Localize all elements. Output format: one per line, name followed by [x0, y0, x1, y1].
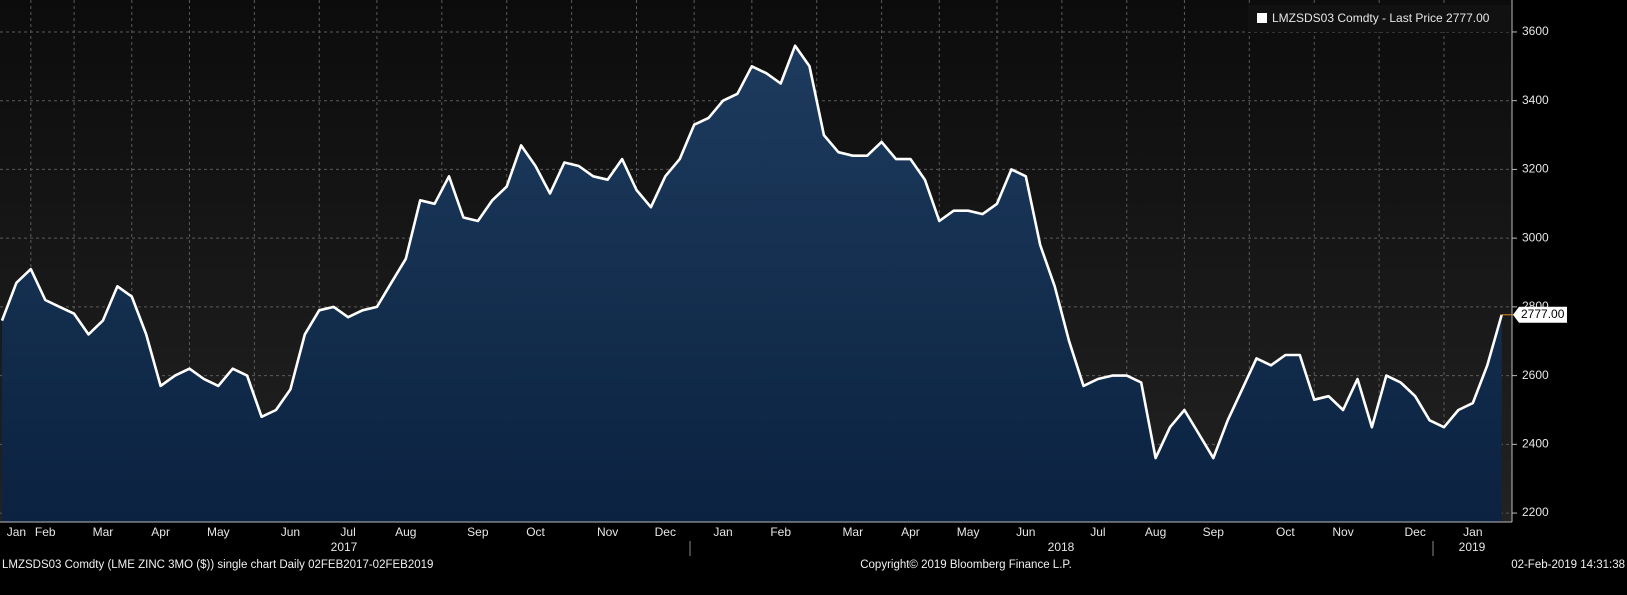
x-tick-label: Mar: [93, 525, 114, 539]
footer-bar: [0, 557, 1627, 595]
y-tick-label: 2600: [1522, 368, 1549, 382]
y-tick-label: 2400: [1522, 437, 1549, 451]
x-tick-label: Jul: [340, 525, 355, 539]
x-tick-label: Jun: [1016, 525, 1035, 539]
y-tick-label: 3000: [1522, 230, 1549, 244]
x-tick-label: Nov: [1332, 525, 1353, 539]
year-label: 2018: [1048, 540, 1075, 554]
legend-box: [1248, 5, 1510, 32]
x-tick-label: Nov: [597, 525, 618, 539]
last-value-flag: [1513, 306, 1567, 323]
x-tick-label: Dec: [1404, 525, 1425, 539]
legend-swatch: [1257, 13, 1267, 23]
x-tick-label: Apr: [901, 525, 920, 539]
last-value-label: 2777.00: [1521, 307, 1565, 321]
x-tick-label: Oct: [526, 525, 545, 539]
x-tick-label: Feb: [770, 525, 791, 539]
y-tick-label: 3200: [1522, 162, 1549, 176]
x-tick-label: Aug: [395, 525, 416, 539]
x-tick-label: Aug: [1145, 525, 1166, 539]
line: [0, 44, 1503, 460]
y-tick-label: 3400: [1522, 93, 1549, 107]
year-label: 2017: [331, 540, 358, 554]
x-tick-label: Sep: [1203, 525, 1225, 539]
legend-label: LMZSDS03 Comdty - Last Price 2777.00: [1272, 11, 1490, 25]
x-tick-label: Mar: [842, 525, 863, 539]
x-tick-label: Oct: [1276, 525, 1295, 539]
x-tick-label: Dec: [655, 525, 676, 539]
x-tick-label: May: [207, 525, 230, 539]
x-tick-label: Jun: [281, 525, 300, 539]
x-tick-label: Jan: [1463, 525, 1482, 539]
x-tick-label: Jan: [7, 525, 26, 539]
x-tick-label: Sep: [467, 525, 489, 539]
y-tick-label: 3600: [1522, 24, 1549, 38]
year-label: 2019: [1459, 540, 1486, 554]
footer-left: LMZSDS03 Comdty (LME ZINC 3MO ($)) singl…: [2, 559, 433, 571]
x-tick-label: Apr: [151, 525, 170, 539]
x-tick-label: May: [957, 525, 980, 539]
area: [2, 45, 1502, 522]
footer-right: 02-Feb-2019 14:31:38: [1511, 559, 1625, 571]
legend: LMZSDS03 Comdty - Last Price 2777.00: [1248, 5, 1510, 32]
x-tick-label: Feb: [35, 525, 56, 539]
y-tick-label: 2200: [1522, 505, 1549, 519]
x-tick-label: Jan: [713, 525, 732, 539]
x-tick-label: Jul: [1090, 525, 1105, 539]
footer-center: Copyright© 2019 Bloomberg Finance L.P.: [860, 559, 1072, 571]
